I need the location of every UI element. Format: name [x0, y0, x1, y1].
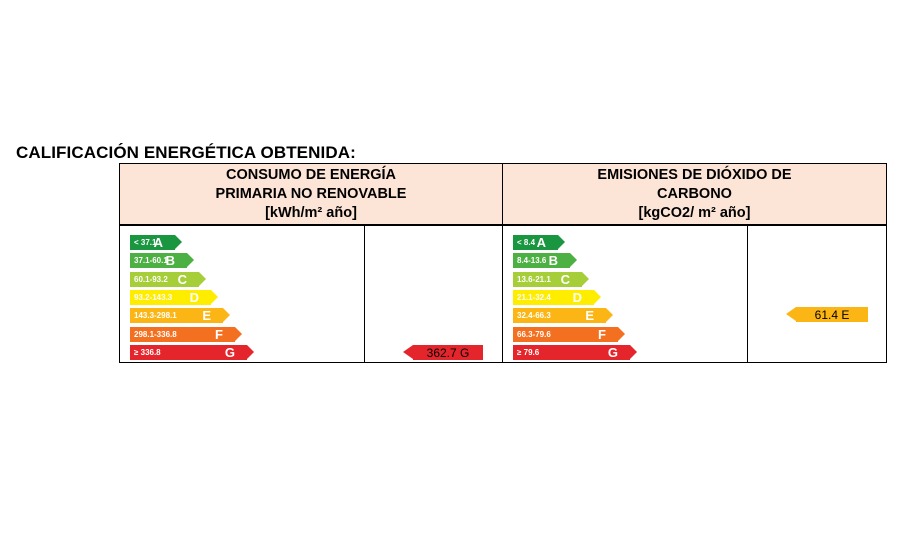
- emissions-band-range: 13.6-21.1: [517, 274, 551, 284]
- energy-band-c: 60.1-93.2 C: [130, 271, 206, 287]
- emissions-band-letter: D: [572, 289, 582, 305]
- emissions-band-e: 32.4-66.3 E: [513, 308, 613, 324]
- energy-header-unit: [kWh/m² año]: [265, 205, 357, 221]
- emissions-panel-divider: [747, 226, 748, 362]
- emissions-band-range: 21.1-32.4: [517, 292, 551, 302]
- emissions-result-value: 61.4 E: [814, 307, 850, 322]
- emissions-band-letter: G: [607, 344, 618, 360]
- emissions-band-a: < 8.4 A: [513, 235, 565, 250]
- energy-band-arrow: [175, 235, 182, 249]
- energy-band-range: < 37.1: [134, 238, 157, 247]
- energy-band-arrow: [211, 289, 218, 304]
- energy-band-f: 298.1-336.8 F: [130, 326, 242, 342]
- emissions-band-g: ≥ 79.6 G: [513, 344, 637, 360]
- energy-band-arrow: [247, 344, 254, 359]
- emissions-band-d: 21.1-32.4 D: [513, 289, 601, 305]
- energy-result-value: 362.7 G: [426, 345, 470, 360]
- emissions-band-arrow: [570, 253, 577, 268]
- emissions-result-arrow: [786, 307, 796, 321]
- emissions-rating-panel: < 8.4 A 8.4-13.6 B 13.6-21.1 C 21.1-32.4 D 32.4-…: [502, 225, 887, 363]
- energy-band-b: 37.1-60.1 B: [130, 253, 194, 269]
- emissions-header-unit: [kgCO2/ m² año]: [638, 205, 751, 221]
- emissions-band-f: 66.3-79.6 F: [513, 326, 625, 342]
- energy-rating-panel: < 37.1 A 37.1-60.1 B 60.1-93.2 C 93.2-143.3 D 14…: [119, 225, 503, 363]
- energy-band-range: ≥ 336.8: [134, 347, 161, 357]
- energy-band-letter: E: [202, 308, 211, 324]
- emissions-band-range: < 8.4: [517, 238, 536, 247]
- energy-band-letter: A: [153, 235, 163, 250]
- energy-band-a: < 37.1 A: [130, 235, 182, 250]
- emissions-band-letter: F: [598, 326, 606, 342]
- energy-header: CONSUMO DE ENERGÍA PRIMARIA NO RENOVABLE…: [119, 163, 503, 225]
- energy-band-e: 143.3-298.1 E: [130, 308, 230, 324]
- energy-header-line-1: CONSUMO DE ENERGÍA: [226, 167, 396, 183]
- emissions-band-letter: C: [560, 271, 570, 287]
- emissions-band-arrow: [582, 271, 589, 286]
- energy-band-range: 37.1-60.1: [134, 256, 168, 266]
- emissions-band-range: 66.3-79.6: [517, 329, 551, 339]
- energy-band-d: 93.2-143.3 D: [130, 289, 218, 305]
- emissions-band-letter: A: [536, 235, 546, 250]
- emissions-header-line-2: CARBONO: [657, 186, 732, 202]
- energy-band-letter: G: [224, 344, 235, 360]
- emissions-band-arrow: [606, 308, 613, 323]
- energy-band-arrow: [199, 271, 206, 286]
- energy-band-arrow: [223, 308, 230, 323]
- emissions-band-range: 32.4-66.3: [517, 311, 551, 321]
- energy-band-letter: D: [189, 289, 199, 305]
- emissions-band-arrow: [558, 235, 565, 249]
- energy-band-range: 93.2-143.3: [134, 292, 173, 302]
- energy-header-line-2: PRIMARIA NO RENOVABLE: [215, 186, 407, 202]
- emissions-header: EMISIONES DE DIÓXIDO DE CARBONO [kgCO2/ …: [502, 163, 887, 225]
- emissions-result-indicator: 61.4 E: [786, 307, 868, 322]
- energy-band-range: 143.3-298.1: [134, 311, 177, 321]
- energy-band-letter: B: [165, 253, 175, 269]
- energy-band-letter: C: [177, 271, 187, 287]
- energy-band-arrow: [187, 253, 194, 268]
- emissions-band-letter: E: [585, 308, 594, 324]
- emissions-band-range: 8.4-13.6: [517, 256, 547, 266]
- energy-band-g: ≥ 336.8 G: [130, 344, 254, 360]
- energy-result-indicator: 362.7 G: [403, 345, 483, 360]
- energy-panel-divider: [364, 226, 365, 362]
- emissions-header-line-1: EMISIONES DE DIÓXIDO DE: [597, 167, 792, 183]
- energy-band-range: 60.1-93.2: [134, 274, 168, 284]
- energy-band-letter: F: [215, 326, 223, 342]
- emissions-band-range: ≥ 79.6: [517, 347, 540, 357]
- emissions-band-arrow: [630, 344, 637, 359]
- emissions-band-arrow: [618, 326, 625, 341]
- emissions-band-letter: B: [548, 253, 558, 269]
- emissions-band-c: 13.6-21.1 C: [513, 271, 589, 287]
- emissions-band-b: 8.4-13.6 B: [513, 253, 577, 269]
- emissions-band-arrow: [594, 289, 601, 304]
- energy-band-arrow: [235, 326, 242, 341]
- energy-result-arrow: [403, 345, 413, 359]
- energy-band-range: 298.1-336.8: [134, 329, 177, 339]
- page-title: CALIFICACIÓN ENERGÉTICA OBTENIDA:: [16, 143, 356, 162]
